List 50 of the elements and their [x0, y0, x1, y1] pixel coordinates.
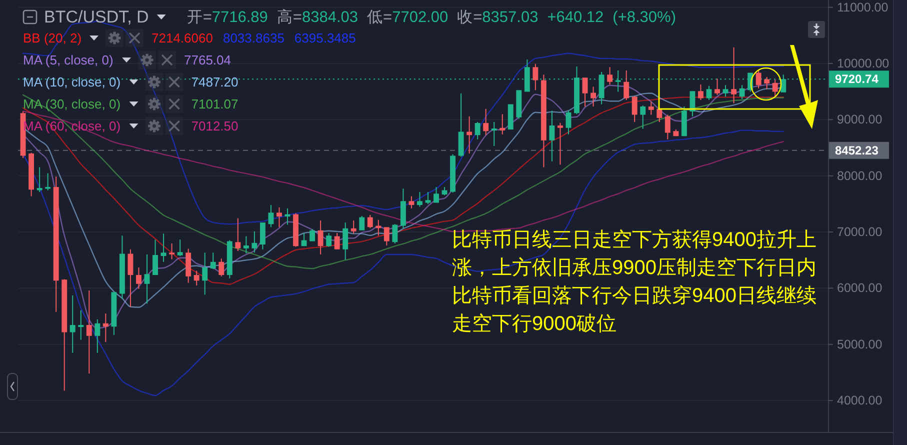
candlestick	[500, 114, 506, 134]
candlestick	[558, 122, 563, 165]
candlestick	[235, 218, 241, 252]
y-tick-label: 9000.00	[837, 112, 882, 127]
candlestick	[731, 47, 737, 104]
text: MA (5, close, 0)	[23, 52, 114, 68]
y-tick-label: 5000.00	[837, 337, 882, 352]
annotation: 6395.3485	[294, 30, 356, 46]
candlestick	[78, 310, 84, 340]
candlestick	[45, 173, 51, 190]
annotation: 7765.04	[184, 52, 232, 68]
candlestick	[160, 234, 166, 262]
candlestick	[36, 167, 42, 192]
annotation: 比特币日线三日走空下方获得9400拉升上涨，上方依旧承压9900压制走空下行日内比特币看回落下行今日跌穿9400日线继续走空下行9000破位	[452, 228, 816, 335]
text: 开=7716.89 高=8384.03 低=7702.00 收=8357.03 +640.12 (+8.30%)	[186, 8, 676, 26]
y-tick-label: 6000.00	[837, 281, 882, 296]
text: 9720.74	[835, 72, 879, 86]
annotation: 8033.8635	[222, 30, 284, 46]
annotation: 7012.50	[191, 118, 238, 134]
candlestick	[590, 86, 596, 107]
y-tick-label: 8000.00	[837, 168, 882, 183]
annotation: 7487.20	[191, 74, 238, 90]
candlestick	[714, 78, 720, 95]
candlestick	[491, 122, 497, 146]
annotation: 7214.6060	[152, 30, 213, 46]
candlestick	[169, 244, 175, 260]
candlestick	[243, 236, 249, 254]
candlestick	[177, 240, 183, 256]
candlestick	[549, 110, 555, 162]
y-tick-label: 11000.00	[837, 0, 888, 14]
candlestick	[698, 84, 704, 100]
candlestick	[417, 192, 422, 207]
candlestick	[86, 290, 92, 374]
text: MA (10, close, 0)	[23, 74, 121, 90]
candlestick	[102, 313, 108, 342]
y-tick-label: 7000.00	[837, 225, 882, 240]
y-tick-label: 10000.00	[837, 56, 890, 70]
chart-title: BTC/USDT, D	[44, 8, 149, 26]
series-label: MA (30, close, 0)	[23, 96, 121, 112]
candlestick	[350, 220, 356, 234]
candlestick	[648, 102, 654, 115]
candlestick	[607, 67, 613, 84]
candlestick	[276, 207, 282, 228]
annotation: 7101.07	[191, 96, 238, 112]
candlestick	[408, 196, 414, 208]
text: 8452.23	[835, 143, 879, 158]
candlestick	[466, 116, 472, 154]
y-tick-label: 4000.00	[837, 394, 882, 408]
text: BB (20, 2)	[23, 30, 82, 46]
candlestick	[70, 295, 76, 353]
